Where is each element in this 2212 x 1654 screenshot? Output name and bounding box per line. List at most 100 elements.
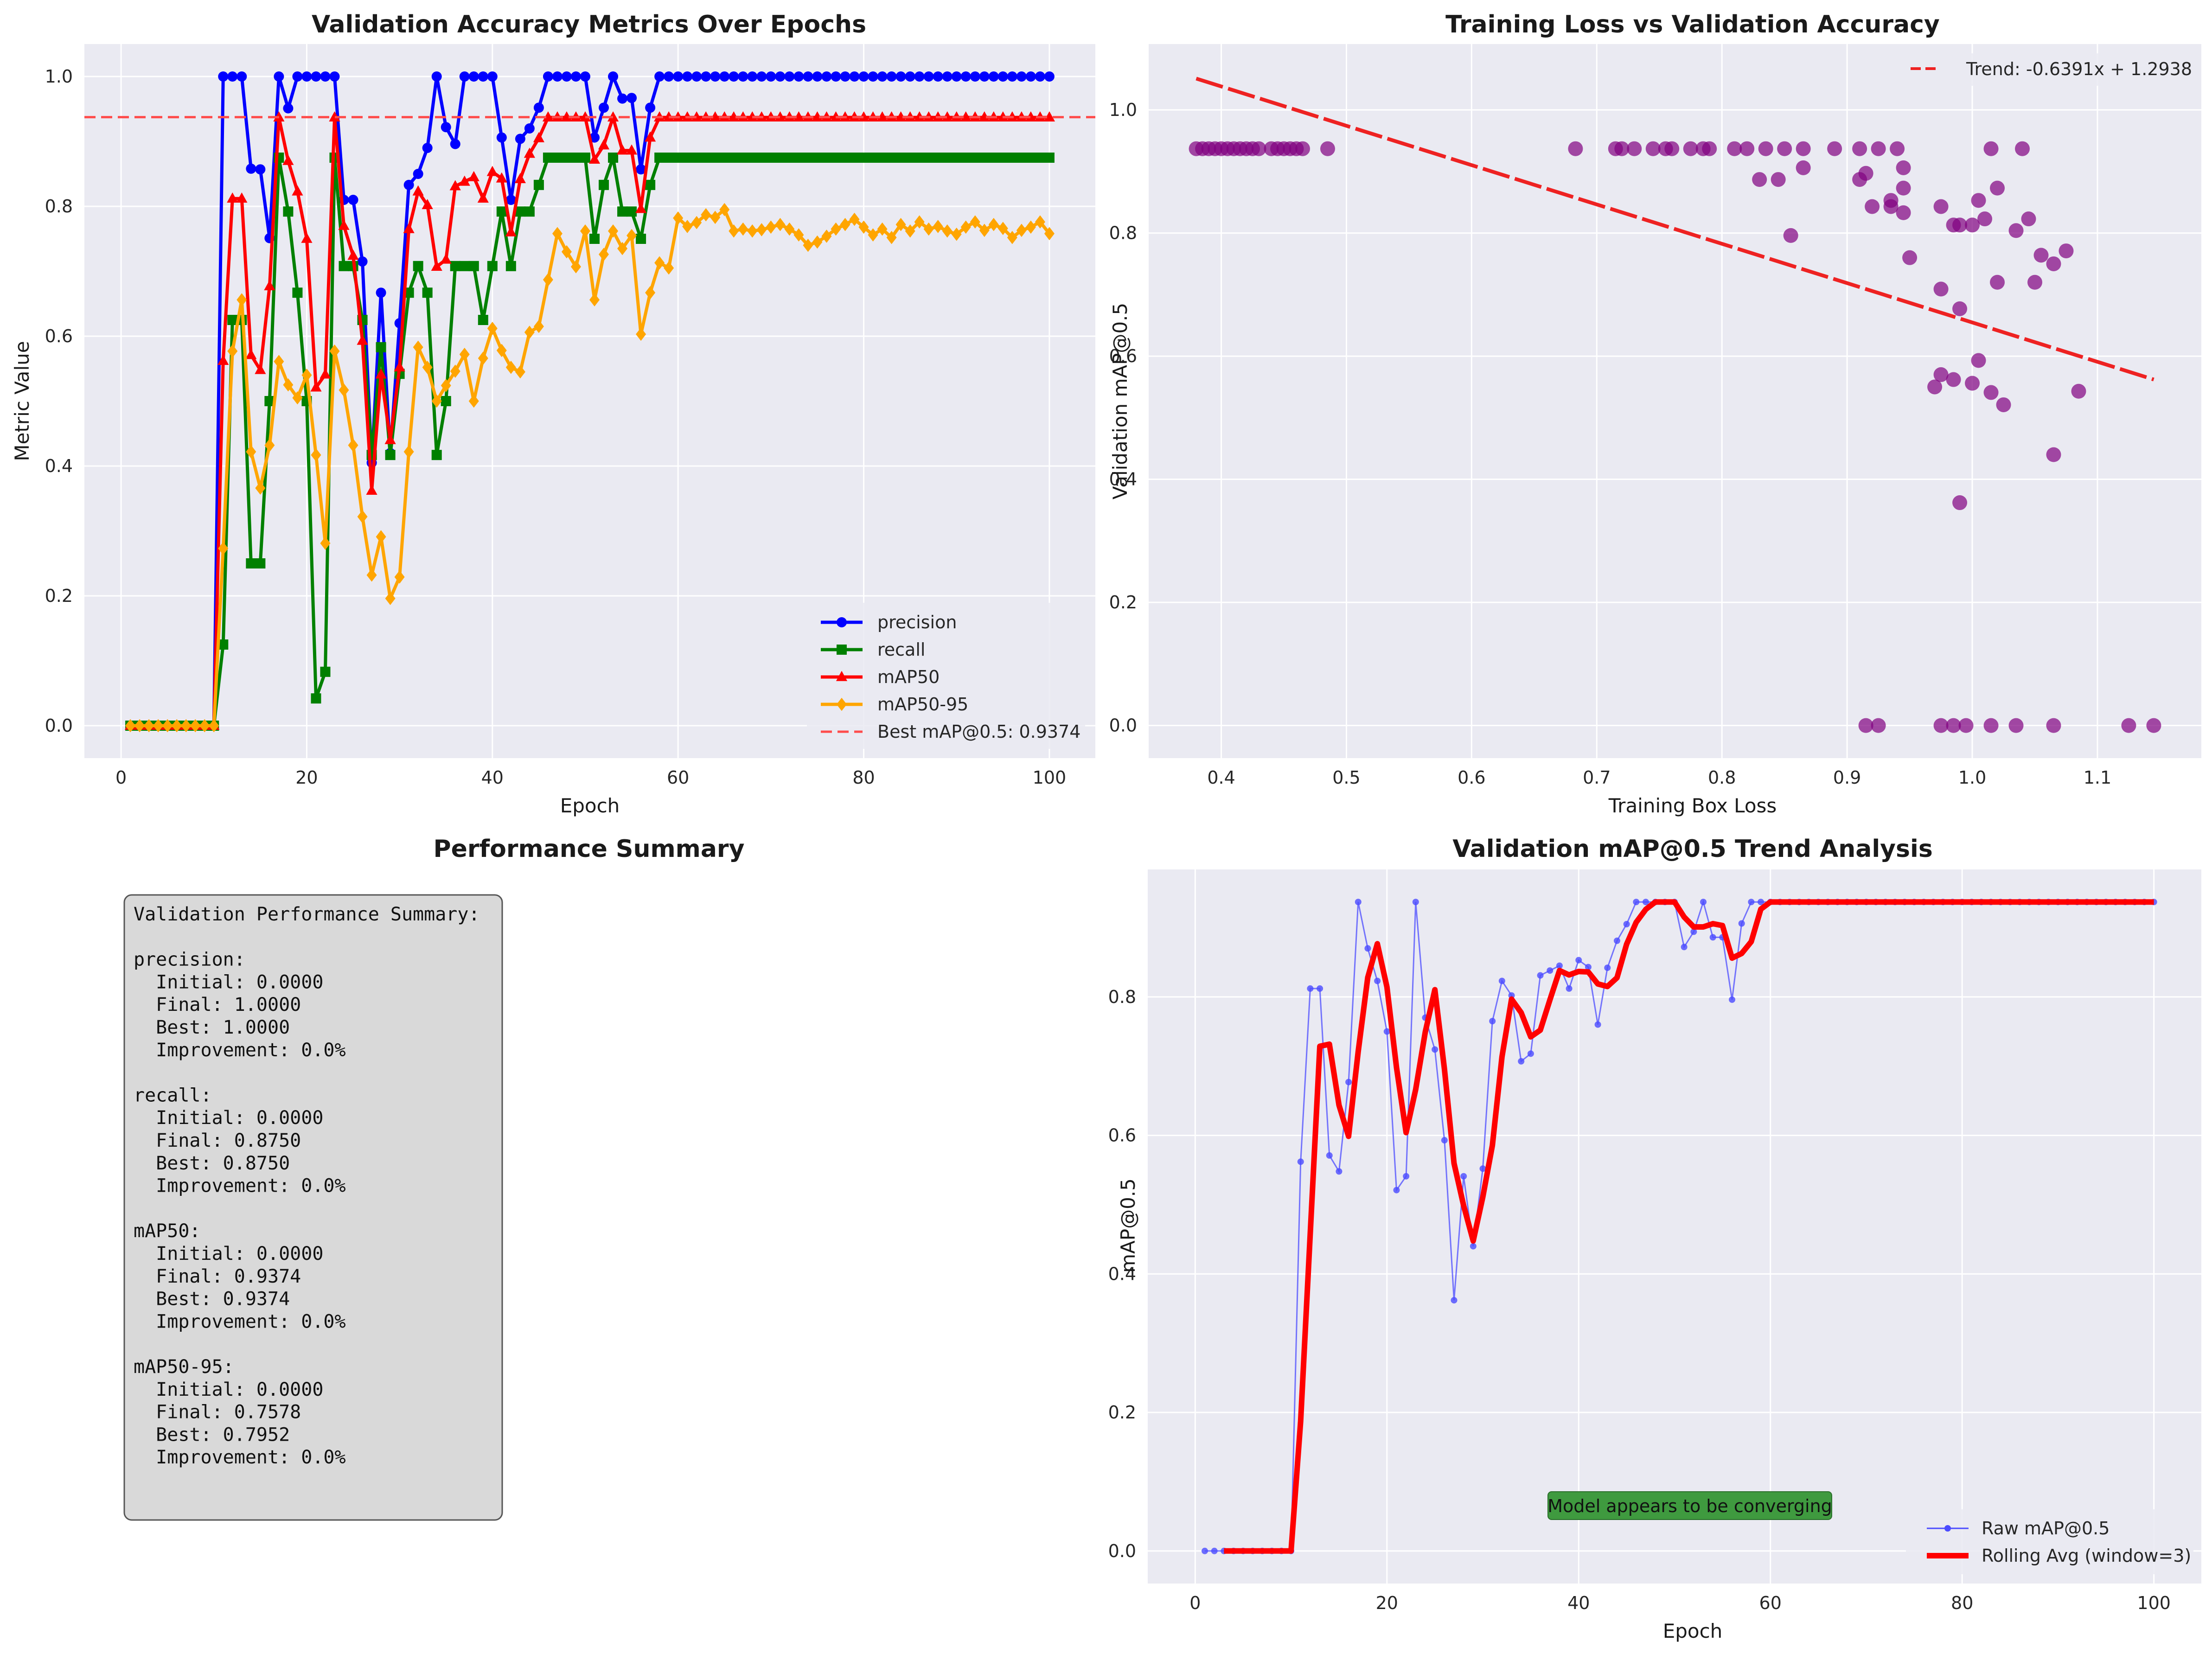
scatter-point (1952, 217, 1968, 233)
point-recall (246, 558, 256, 568)
y-tick-label: 0.4 (1109, 469, 1137, 490)
point-recall (729, 153, 739, 163)
scatter-point (1727, 141, 1742, 156)
point-mAP50-95 (812, 235, 823, 249)
point-mAP50-95 (942, 224, 953, 238)
panel-performance-summary: Performance Summary Validation Performan… (123, 835, 744, 1521)
x-tick-label: 20 (1376, 1593, 1398, 1613)
summary-line: Final: 0.7578 (134, 1402, 301, 1423)
summary-box (123, 894, 503, 1521)
summary-line: Final: 1.0000 (134, 994, 301, 1015)
scatter-point (1933, 718, 1949, 733)
raw-map-point (1681, 944, 1688, 951)
raw-map-point (1470, 1243, 1477, 1250)
scatter-point (1946, 718, 1961, 733)
point-mAP50-95 (301, 368, 312, 382)
point-mAP50-95 (450, 364, 460, 378)
point-precision (923, 71, 934, 82)
point-recall (766, 153, 776, 163)
summary-line: mAP50-95: (134, 1356, 234, 1378)
x-tick-label: 0.7 (1583, 767, 1611, 788)
point-precision (636, 164, 646, 175)
point-recall (413, 261, 423, 271)
x-tick-label: 0.5 (1332, 767, 1360, 788)
raw-map-point (1202, 1547, 1208, 1554)
point-mAP50-95 (320, 536, 331, 550)
scatter-point (1933, 281, 1949, 297)
panel4-ylabel: mAP@0.5 (1117, 1178, 1139, 1273)
point-mAP50-95 (608, 224, 619, 238)
point-mAP50-95 (570, 260, 581, 274)
point-recall (673, 153, 684, 163)
scatter-point (1858, 166, 1873, 181)
point-recall (1025, 153, 1036, 163)
point-mAP50-95 (283, 378, 294, 392)
raw-map-point (1527, 1050, 1534, 1057)
point-mAP50-95 (487, 321, 498, 335)
point-mAP50-95 (357, 510, 368, 524)
point-recall (895, 153, 906, 163)
point-recall (533, 179, 544, 190)
raw-map-point (1326, 1152, 1333, 1159)
point-mAP50 (588, 153, 601, 164)
point-mAP50-95 (970, 215, 980, 229)
point-recall (580, 153, 590, 163)
point-recall (710, 153, 721, 163)
summary-line: Improvement: 0.0% (134, 1311, 346, 1332)
point-mAP50-95 (1035, 215, 1045, 229)
point-recall (849, 153, 860, 163)
point-mAP50-95 (729, 224, 739, 238)
raw-map-point (1585, 964, 1592, 971)
scatter-point (1896, 180, 1911, 196)
point-precision (933, 71, 943, 82)
point-mAP50-95 (979, 224, 990, 237)
raw-map-point (1460, 1173, 1467, 1180)
point-mAP50 (960, 111, 972, 121)
scatter-point (2027, 275, 2043, 290)
x-tick-label: 40 (481, 767, 504, 788)
x-tick-label: 100 (2137, 1593, 2171, 1613)
point-mAP50 (245, 349, 257, 359)
raw-map-point (1412, 899, 1419, 906)
point-recall (756, 153, 767, 163)
panel4-xlabel: Epoch (1663, 1620, 1723, 1642)
point-precision (858, 71, 869, 82)
point-precision (793, 71, 804, 82)
point-recall (812, 153, 823, 163)
point-recall (441, 396, 451, 406)
point-precision (1044, 71, 1055, 82)
point-mAP50 (477, 192, 489, 203)
raw-map-point (1556, 962, 1563, 969)
point-precision (747, 71, 758, 82)
scatter-point (1965, 217, 1980, 233)
point-mAP50 (236, 192, 248, 203)
raw-map-point (1758, 899, 1764, 906)
point-precision (1025, 71, 1036, 82)
point-mAP50-95 (1044, 227, 1055, 241)
point-mAP50-95 (172, 719, 182, 733)
point-mAP50 (774, 111, 786, 121)
scatter-point (1971, 193, 1986, 208)
scatter-point (1758, 141, 1773, 156)
y-tick-label: 0.2 (1108, 1402, 1136, 1423)
point-precision (255, 164, 266, 175)
point-mAP50-95 (1016, 224, 1027, 237)
point-mAP50-95 (524, 326, 535, 339)
series-line-mAP50-95 (130, 208, 1051, 728)
point-mAP50 (255, 364, 266, 374)
summary-line: Improvement: 0.0% (134, 1447, 346, 1468)
point-mAP50 (347, 249, 359, 260)
point-precision (227, 71, 238, 82)
point-recall (292, 287, 303, 298)
scatter-point (1990, 180, 2005, 196)
point-mAP50-95 (496, 344, 507, 358)
scatter-point (1702, 141, 1717, 156)
x-tick-label: 1.1 (2084, 767, 2111, 788)
point-mAP50 (645, 131, 656, 142)
point-precision (682, 71, 693, 82)
rolling-avg-line (1224, 899, 2154, 1554)
point-mAP50 (626, 144, 638, 155)
point-mAP50-95 (821, 230, 832, 243)
point-precision (729, 71, 739, 82)
point-precision (348, 195, 358, 205)
